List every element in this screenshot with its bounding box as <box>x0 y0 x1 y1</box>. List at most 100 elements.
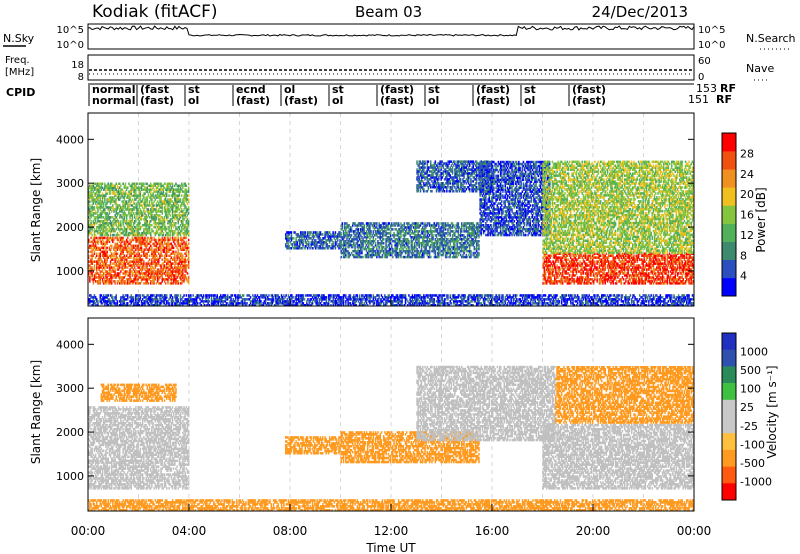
scatter-cell <box>376 222 378 225</box>
scatter-cell <box>106 247 108 250</box>
scatter-cell <box>383 238 385 241</box>
scatter-region <box>341 222 480 258</box>
scatter-cell <box>143 260 145 263</box>
scatter-cell <box>435 160 437 163</box>
scatter-cell <box>375 242 377 245</box>
nave-label: Nave <box>746 62 774 75</box>
scatter-cell <box>175 222 177 225</box>
scatter-cell <box>430 256 432 258</box>
scatter-cell <box>125 183 127 186</box>
noise-rtick-top: 10^5 <box>698 25 725 36</box>
nave-tick-top: 60 <box>698 56 711 67</box>
scatter-cell <box>332 241 334 244</box>
scatter-cell <box>113 234 115 237</box>
scatter-cell <box>95 234 97 237</box>
scatter-cell <box>127 187 129 190</box>
noise-rtick-bottom: 10^0 <box>698 40 725 51</box>
scatter-cell <box>90 237 92 240</box>
date-title: 24/Dec/2013 <box>592 3 688 21</box>
cpid-entry-bottom: (fast) <box>284 94 318 107</box>
scatter-cell <box>173 247 175 250</box>
scatter-cell <box>291 231 293 234</box>
scatter-cell <box>165 282 167 285</box>
scatter-cell <box>358 228 360 231</box>
scatter-cell <box>341 256 343 258</box>
scatter-cell <box>186 241 188 244</box>
scatter-cell <box>444 190 446 193</box>
scatter-cell <box>108 234 110 237</box>
scatter-cell <box>454 160 456 163</box>
cpid-right-value-2: 151 <box>688 93 709 106</box>
scatter-cell <box>478 234 480 237</box>
scatter-cell <box>186 237 188 240</box>
scatter-cell <box>144 210 146 213</box>
freq-panel <box>88 55 694 80</box>
scatter-cell <box>181 194 183 197</box>
scatter-cell <box>151 247 153 250</box>
scatter-cell <box>188 239 190 242</box>
scatter-cell <box>149 255 151 258</box>
scatter-cell <box>186 185 188 188</box>
scatter-cell <box>375 238 377 241</box>
scatter-cell <box>188 206 190 209</box>
scatter-cell <box>94 206 96 209</box>
scatter-cell <box>122 237 124 240</box>
scatter-cell <box>162 255 164 258</box>
cpid-entry-bottom: (fast) <box>572 94 606 107</box>
scatter-cell <box>143 183 145 186</box>
scatter-cell <box>383 242 385 245</box>
scatter-cell <box>127 237 129 240</box>
scatter-cell <box>104 237 106 240</box>
scatter-cell <box>140 222 142 225</box>
scatter-cell <box>120 185 122 188</box>
scatter-cell <box>188 183 190 186</box>
scatter-cell <box>470 250 472 253</box>
scatter-cell <box>147 220 149 223</box>
cpid-entry-bottom: ol <box>524 94 535 107</box>
scatter-cell <box>94 264 96 267</box>
cpid-entry-bottom: (fast) <box>380 94 414 107</box>
scatter-cell <box>341 232 343 235</box>
scatter-cell <box>165 237 167 240</box>
noise-trace <box>88 26 694 40</box>
scatter-cell <box>178 204 180 207</box>
scatter-cell <box>392 256 394 258</box>
cpid-right-suffix-2: RF <box>716 93 732 106</box>
scatter-region <box>88 183 189 237</box>
scatter-cell <box>392 228 394 231</box>
scatter-cell <box>188 251 190 254</box>
scatter-cell <box>424 160 426 163</box>
cpid-entry-bottom: ol <box>332 94 343 107</box>
scatter-region <box>285 231 341 249</box>
scatter-cell <box>478 244 480 247</box>
scatter-cell <box>114 268 116 271</box>
scatter-cell <box>351 234 353 237</box>
freq-tick-top: 18 <box>71 60 84 71</box>
scatter-cell <box>188 194 190 197</box>
freq-label: Freq. <box>5 55 30 66</box>
scatter-cell <box>438 222 440 225</box>
scatter-cell <box>342 222 344 225</box>
scatter-cell <box>458 222 460 225</box>
scatter-cell <box>187 272 189 275</box>
cpid-entry-bottom: ol <box>428 94 439 107</box>
freq-tick-bottom: 8 <box>78 72 84 83</box>
noise-tick-bottom: 10^0 <box>57 40 84 51</box>
scatter-cell <box>148 282 150 285</box>
scatter-cell <box>404 222 406 225</box>
scatter-cell <box>364 224 366 227</box>
noise-right-label: N.Search <box>746 32 796 45</box>
scatter-cell <box>188 212 190 215</box>
scatter-cell <box>362 256 364 258</box>
scatter-cell <box>106 251 108 254</box>
scatter-cell <box>106 192 108 195</box>
scatter-cell <box>151 224 153 227</box>
scatter-cell <box>419 230 421 233</box>
scatter-cell <box>178 237 180 240</box>
scatter-cell <box>188 247 190 250</box>
scatter-cell <box>112 204 114 207</box>
scatter-cell <box>102 183 104 186</box>
scatter-cell <box>478 240 480 243</box>
cpid-label: CPID <box>6 86 35 99</box>
